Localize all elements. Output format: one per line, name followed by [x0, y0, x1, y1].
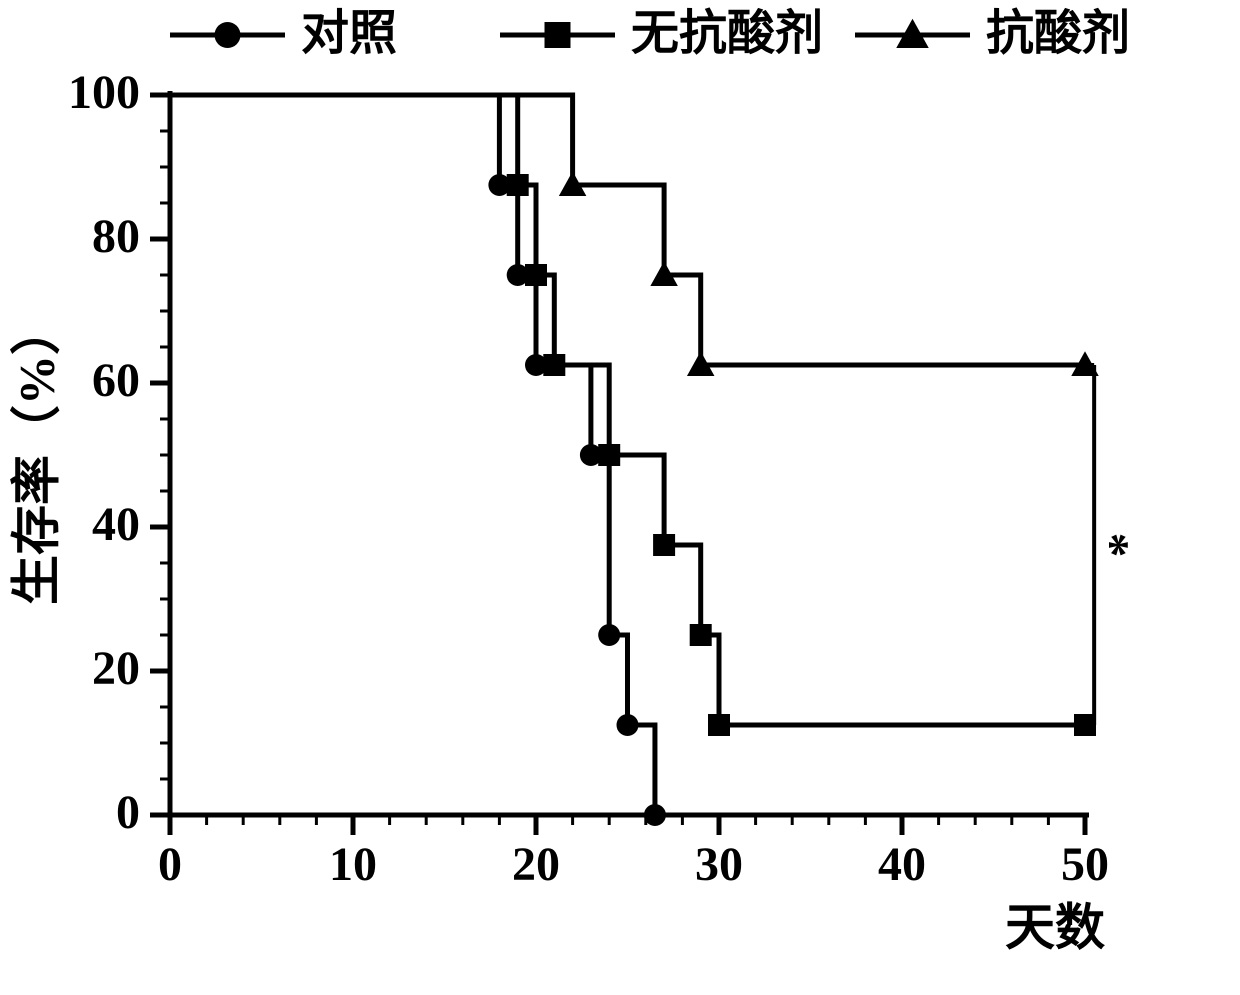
- circle-icon: [215, 22, 241, 48]
- circle-marker: [598, 624, 620, 646]
- legend-label: 对照: [301, 7, 397, 60]
- square-marker: [598, 444, 620, 466]
- square-marker: [525, 264, 547, 286]
- y-tick-label: 0: [116, 786, 140, 839]
- square-marker: [708, 714, 730, 736]
- square-marker: [543, 354, 565, 376]
- circle-marker: [644, 804, 666, 826]
- x-tick-label: 20: [512, 838, 560, 891]
- x-tick-label: 50: [1061, 838, 1109, 891]
- significance-star: *: [1097, 533, 1153, 558]
- legend-label: 无抗酸剂: [631, 7, 823, 60]
- square-marker: [653, 534, 675, 556]
- x-tick-label: 30: [695, 838, 743, 891]
- y-tick-label: 20: [92, 642, 140, 695]
- square-marker: [507, 174, 529, 196]
- y-tick-label: 40: [92, 498, 140, 551]
- y-tick-label: 60: [92, 354, 140, 407]
- y-tick-label: 100: [68, 66, 140, 119]
- x-tick-label: 40: [878, 838, 926, 891]
- legend-label: 抗酸剂: [986, 7, 1130, 60]
- y-tick-label: 80: [92, 210, 140, 263]
- square-marker: [690, 624, 712, 646]
- square-icon: [545, 22, 571, 48]
- y-axis-label: 生存率（%）: [8, 305, 64, 605]
- chart-bg: [0, 0, 1240, 995]
- circle-marker: [617, 714, 639, 736]
- x-axis-label: 天数: [1005, 899, 1105, 955]
- x-tick-label: 0: [158, 838, 182, 891]
- x-tick-label: 10: [329, 838, 377, 891]
